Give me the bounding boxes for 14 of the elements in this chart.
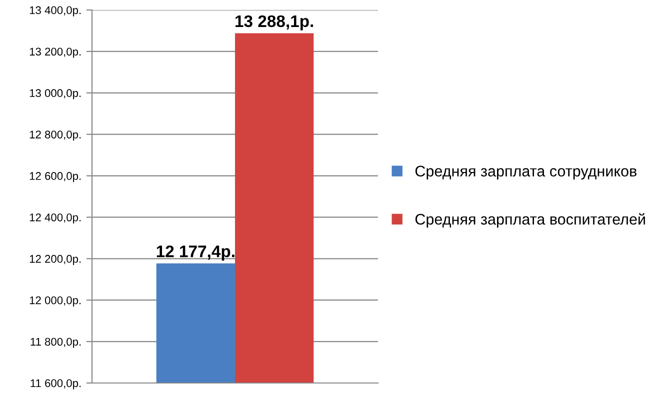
data-label: 12 177,4р.: [156, 245, 234, 261]
y-tick-label: 12 600,0р.: [30, 172, 81, 182]
y-tick-label: 13 200,0р.: [30, 48, 81, 58]
y-tick-label: 13 000,0р.: [30, 89, 81, 100]
data-label: 13 288,1р.: [236, 15, 314, 30]
y-tick-label: 12 200,0р.: [30, 254, 81, 265]
y-tick-label: 12 000,0р.: [30, 296, 81, 306]
y-tick-label: 13 400,0р.: [30, 6, 81, 16]
y-tick-label: 12 400,0р.: [30, 213, 81, 224]
y-tick-label: 12 800,0р.: [30, 130, 81, 141]
y-tick-label: 11 600,0р.: [30, 379, 81, 390]
legend-label: Средняя зарплата сотрудников: [415, 166, 636, 180]
legend-label: Средняя зарплата воспитателей: [415, 213, 645, 228]
y-tick-label: 11 800,0р.: [30, 338, 81, 348]
